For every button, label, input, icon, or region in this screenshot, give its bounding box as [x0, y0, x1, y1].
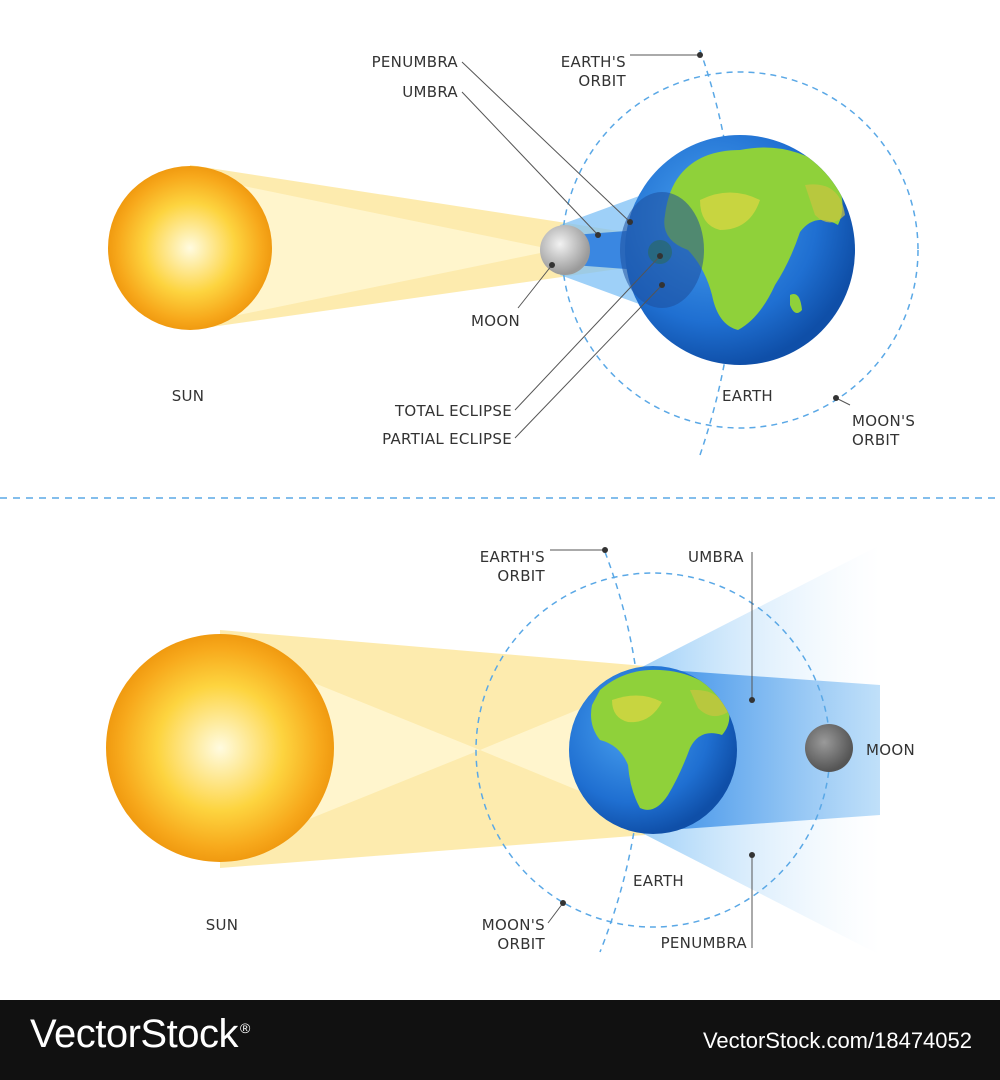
lunar-eclipse-panel: EARTH'S ORBIT UMBRA MOON SUN EARTH MOON'…	[106, 545, 915, 955]
label-moons-orbit-line1: MOON'S	[482, 916, 545, 934]
earths-orbit	[699, 49, 736, 456]
label-umbra: UMBRA	[402, 83, 458, 101]
label-penumbra: PENUMBRA	[372, 53, 459, 71]
moon	[540, 225, 590, 275]
label-earths-orbit-line2: ORBIT	[497, 567, 545, 585]
sun	[106, 634, 334, 862]
label-earths-orbit-line1: EARTH'S	[561, 53, 626, 71]
solar-eclipse-panel: PENUMBRA UMBRA EARTH'S ORBIT MOON SUN TO…	[108, 49, 919, 456]
earth-continents	[591, 669, 730, 810]
earth-continents	[664, 147, 845, 330]
label-partial-eclipse: PARTIAL ECLIPSE	[382, 430, 512, 448]
moons-orbit	[561, 71, 919, 429]
label-earth: EARTH	[722, 387, 773, 405]
label-total-eclipse: TOTAL ECLIPSE	[394, 402, 512, 420]
brand-name: VectorStock	[30, 1012, 238, 1056]
label-moons-orbit-line2: ORBIT	[497, 935, 545, 953]
stock-image-id: VectorStock.com/18474052	[702, 1028, 972, 1053]
moon	[805, 724, 853, 772]
label-sun: SUN	[206, 916, 239, 934]
label-umbra: UMBRA	[688, 548, 744, 566]
leader-lines	[547, 549, 753, 948]
label-sun: SUN	[172, 387, 205, 405]
sunlight-inner-beam	[190, 175, 555, 325]
earth	[569, 666, 737, 834]
label-earth: EARTH	[633, 872, 684, 890]
label-moon: MOON	[471, 312, 520, 330]
earth	[620, 135, 855, 365]
leader-lines	[461, 54, 851, 439]
watermark-footer: VectorStock ® VectorStock.com/18474052	[0, 1000, 1000, 1080]
sun	[108, 166, 272, 330]
label-moons-orbit-line2: ORBIT	[852, 431, 900, 449]
umbra-shadow-spot	[648, 240, 672, 264]
registered-mark: ®	[239, 1019, 250, 1036]
label-moon: MOON	[866, 741, 915, 759]
label-penumbra: PENUMBRA	[661, 934, 748, 952]
label-earths-orbit-line2: ORBIT	[578, 72, 626, 90]
leader-dots	[560, 547, 755, 906]
vectorstock-logo: VectorStock ®	[30, 1012, 250, 1057]
label-earths-orbit-line1: EARTH'S	[480, 548, 545, 566]
leader-dots	[549, 52, 839, 401]
eclipse-diagram: PENUMBRA UMBRA EARTH'S ORBIT MOON SUN TO…	[0, 49, 1000, 955]
label-moons-orbit-line1: MOON'S	[852, 412, 915, 430]
